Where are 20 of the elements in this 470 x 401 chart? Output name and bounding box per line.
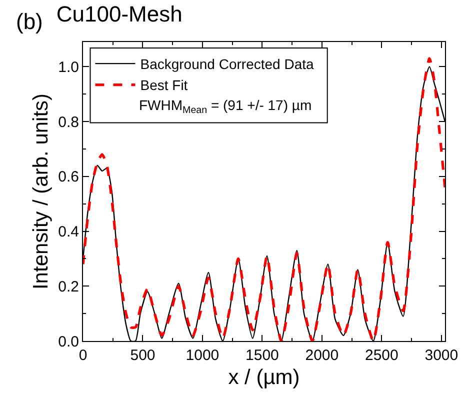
x-axis-title: x / (µm)	[228, 366, 300, 390]
x-tick-label: 1000	[186, 347, 220, 364]
legend-label: Best Fit	[140, 77, 188, 94]
chart-title: Cu100-Mesh	[56, 1, 182, 26]
x-tick-label: 0	[78, 347, 88, 364]
y-tick-label: 0.6	[58, 168, 79, 186]
y-tick-label: 1.0	[58, 58, 79, 76]
x-tick-label: 500	[130, 347, 156, 364]
x-tick-label: 2500	[364, 347, 398, 364]
text: (b)	[16, 9, 43, 34]
y-tick-label: 0.0	[58, 333, 79, 350]
y-tick-label: 0.2	[58, 278, 79, 296]
annotation: FWHM$_{Mean}$ = (91 +/- 17) µm	[139, 97, 312, 116]
legend-label: Background Corrected Data	[140, 56, 314, 72]
y-tick-label: 0.8	[58, 114, 79, 131]
y-tick-label: 0.4	[58, 224, 79, 241]
x-tick-label: 3000	[424, 347, 458, 364]
y-axis-title: Intensity / (arb. units)	[29, 93, 52, 290]
x-tick-label: 1500	[246, 347, 279, 364]
x-tick-label: 2000	[305, 347, 339, 364]
